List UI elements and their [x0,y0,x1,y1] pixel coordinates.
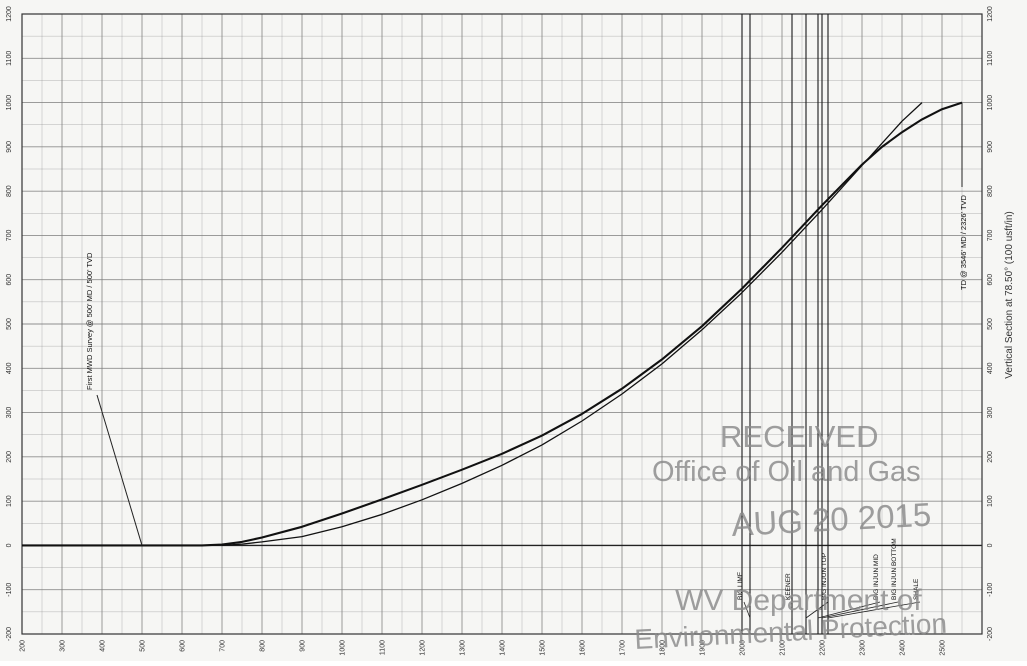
x-tick-label: 1700 [619,640,626,656]
x-tick-label: 2000 [739,640,746,656]
formation-label: BIG INJUN BOTTOM [891,538,898,600]
stamp-line-office: Office of Oil and Gas [652,456,921,488]
formation-leader [827,601,921,619]
x-tick-label: 900 [299,640,306,652]
formation-leader [743,601,751,619]
y-tick-label-right: 500 [987,318,994,330]
y-tick-label-left: 1100 [6,51,13,66]
x-tick-label: 2100 [779,640,786,656]
y-tick-label-right: 1100 [987,51,994,66]
x-tick-label: 2400 [899,640,906,656]
received-stamp: RECEIVED Office of Oil and Gas AUG 20 20… [634,419,948,655]
formation-label: BIG INJUN MID [873,554,880,600]
y-axis-label: Vertical Section at 78.50° (100 usft/in) [1004,211,1015,378]
y-tick-label-right: 100 [987,495,994,507]
y-tick-label-right: 900 [987,141,994,153]
y-tick-label-right: -200 [987,627,994,641]
x-tick-label: 1000 [339,640,346,656]
x-tick-label: 1100 [379,640,386,655]
formation-leader [821,601,899,619]
formation-label: BIG LIME [737,571,744,600]
x-tick-label: 200 [19,640,26,652]
y-tick-label-right: 1200 [987,6,994,22]
grid-layer [21,13,983,635]
x-tick-label: 800 [259,640,266,652]
x-tick-label: 300 [59,640,66,652]
y-tick-label-right: 1000 [987,95,994,111]
annotation-layer: First MWD Survey @ 500' MD / 500' TVD TD … [85,102,968,619]
y-tick-label-left: -200 [6,627,13,641]
x-tick-label: 2200 [819,640,826,656]
axis-layer: 200 300 400 500 600 700 800 900 1000 1100 1200 1300… [6,6,994,655]
x-tick-label: 1800 [659,640,666,656]
y-tick-label-left: 400 [6,362,13,374]
stamp-line-department: WV Department of [675,584,922,617]
x-tick-label: 1400 [499,640,506,656]
x-tick-label: 400 [99,640,106,652]
y-tick-label-right: 300 [987,407,994,419]
y-tick-label-right: 700 [987,229,994,241]
y-tick-label-left: -100 [6,583,13,597]
y-tick-label-left: 1000 [6,95,13,111]
well-path-line [22,101,963,547]
y-tick-label-left: 0 [6,543,13,547]
y-tick-label-left: 700 [6,229,13,241]
y-tick-label-right: 600 [987,274,994,286]
formation-leader [805,601,829,619]
y-tick-label-right: 0 [987,543,994,547]
plot-frame [21,13,983,635]
formation-lines-layer [741,14,829,634]
formation-leader [817,601,881,619]
y-tick-label-left: 800 [6,185,13,197]
y-tick-label-left: 200 [6,451,13,463]
y-tick-label-left: 600 [6,274,13,286]
formation-label: SHALE [913,578,920,600]
annotation-leader-first-survey [96,394,143,546]
y-tick-label-left: 500 [6,318,13,330]
y-tick-label-right: 200 [987,451,994,463]
series-layer [22,101,963,547]
x-tick-label: 600 [179,640,186,652]
y-tick-label-left: 100 [6,495,13,507]
x-tick-label: 700 [219,640,226,652]
y-tick-label-left: 1200 [6,6,13,22]
x-tick-label: 1500 [539,640,546,656]
y-tick-label-right: -100 [987,583,994,597]
stamp-line-received: RECEIVED [720,419,878,454]
formation-label: BIG INJUN TOP [821,553,828,600]
x-tick-label: 1200 [419,640,426,656]
y-tick-label-left: 300 [6,407,13,419]
x-tick-label: 1900 [699,640,706,656]
x-tick-label: 2300 [859,640,866,656]
well-path-line [221,102,923,547]
y-tick-label-left: 900 [6,141,13,153]
x-tick-label: 2500 [939,640,946,656]
formation-label: KEENER [785,573,792,600]
y-tick-label-right: 800 [987,185,994,197]
annotation-first-survey: First MWD Survey @ 500' MD / 500' TVD [85,252,94,390]
y-tick-label-right: 400 [987,362,994,374]
x-tick-label: 500 [139,640,146,652]
annotation-td: TD @ 3546' MD / 2326' TVD [959,194,968,290]
x-tick-label: 1600 [579,640,586,656]
x-tick-label: 1300 [459,640,466,656]
